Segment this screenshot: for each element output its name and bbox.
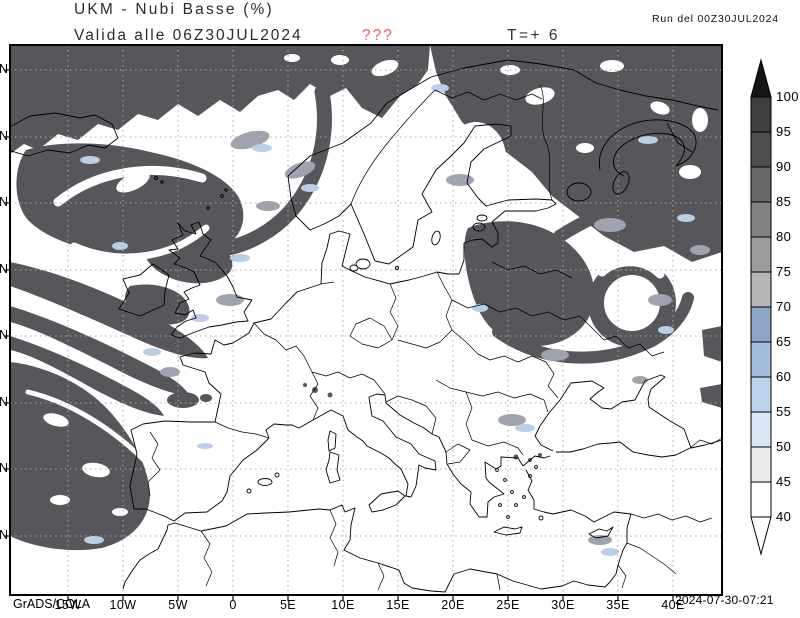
colorbar-bottom-arrow bbox=[750, 516, 772, 556]
lat-label: N bbox=[0, 262, 9, 276]
lat-label: N bbox=[0, 528, 9, 542]
colorbar-tick: 80 bbox=[776, 229, 792, 244]
colorbar-tick: 50 bbox=[776, 439, 792, 454]
lon-label: 30E bbox=[551, 598, 575, 612]
colorbar-tick: 65 bbox=[776, 334, 792, 349]
colorbar-tick: 40 bbox=[776, 509, 792, 524]
cloud-dark-fills bbox=[10, 45, 722, 551]
lon-label: 15E bbox=[386, 598, 410, 612]
country-borders bbox=[147, 84, 722, 591]
lat-label: N bbox=[0, 62, 9, 76]
forecast-step-label: T=+ 6 bbox=[507, 27, 560, 44]
cloud-layer bbox=[10, 45, 722, 556]
lon-label: 15W bbox=[54, 598, 82, 612]
lat-label: N bbox=[0, 328, 9, 342]
colorbar-tick: 90 bbox=[776, 159, 792, 174]
colorbar-tick: 55 bbox=[776, 404, 792, 419]
colorbar-tick: 70 bbox=[776, 299, 792, 314]
lon-label: 20E bbox=[441, 598, 465, 612]
cloud-medium-fills bbox=[160, 130, 710, 545]
chart-title: UKM - Nubi Basse (%) bbox=[74, 1, 274, 18]
lat-label: N bbox=[0, 129, 9, 143]
cloud-white-arcs bbox=[25, 165, 665, 465]
grid-lines bbox=[10, 45, 722, 595]
colorbar-tick: 45 bbox=[776, 474, 792, 489]
colorbar bbox=[750, 58, 772, 556]
lon-label: 35E bbox=[606, 598, 630, 612]
lon-label: 5W bbox=[168, 598, 188, 612]
lon-label: 40E bbox=[661, 598, 685, 612]
cloud-lightblue-fills bbox=[80, 84, 695, 556]
lat-label: N bbox=[0, 195, 9, 209]
lon-label: 0 bbox=[229, 598, 237, 612]
colorbar-tick: 75 bbox=[776, 264, 792, 279]
lon-label: 10W bbox=[109, 598, 137, 612]
lon-label: 5E bbox=[279, 598, 297, 612]
lon-label: 10E bbox=[331, 598, 355, 612]
map-frame bbox=[4, 44, 723, 601]
cloud-white-gaps bbox=[43, 54, 708, 516]
grads-stamp: GrADS/COLA bbox=[13, 597, 91, 611]
lon-label: 25E bbox=[496, 598, 520, 612]
coastlines bbox=[10, 59, 722, 593]
run-label: Run del 00Z30JUL2024 bbox=[652, 13, 779, 25]
lat-label: N bbox=[0, 461, 9, 475]
valid-time-label: Valida alle 06Z30JUL2024 bbox=[74, 27, 303, 44]
colorbar-tick: 85 bbox=[776, 194, 792, 209]
axis-ticks bbox=[4, 69, 674, 601]
lat-label: N bbox=[0, 395, 9, 409]
colorbar-tick: 60 bbox=[776, 369, 792, 384]
colorbar-top-arrow bbox=[750, 58, 772, 98]
missing-flag: ??? bbox=[362, 27, 394, 44]
colorbar-tick: 95 bbox=[776, 124, 792, 139]
colorbar-tick: 100 bbox=[776, 89, 799, 104]
creation-timestamp: 2024-07-30-07:21 bbox=[675, 593, 774, 607]
